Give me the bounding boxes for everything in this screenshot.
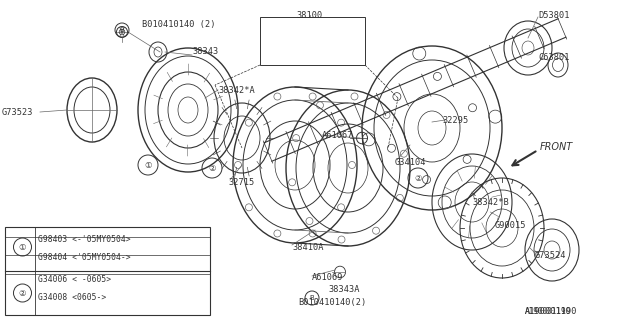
Text: G90015: G90015	[495, 220, 527, 229]
Text: A61067: A61067	[322, 131, 353, 140]
Text: A61069: A61069	[312, 274, 344, 283]
Text: D53801: D53801	[538, 11, 570, 20]
Text: G34008 <0605->: G34008 <0605->	[38, 293, 106, 302]
Text: B: B	[310, 295, 314, 301]
Text: B: B	[120, 27, 124, 33]
Text: 38342*A: 38342*A	[218, 85, 255, 94]
Text: G73523: G73523	[2, 108, 33, 116]
Text: A190001190: A190001190	[525, 308, 577, 316]
Text: FRONT: FRONT	[540, 142, 573, 152]
Text: C63801: C63801	[538, 53, 570, 62]
Text: 32715: 32715	[228, 178, 254, 187]
Text: G73524: G73524	[535, 251, 566, 260]
Text: ②: ②	[19, 289, 26, 298]
Text: ②: ②	[208, 164, 216, 172]
Text: 38343A: 38343A	[328, 285, 360, 294]
Text: 32295: 32295	[442, 116, 468, 124]
Text: 38342*B: 38342*B	[472, 197, 509, 206]
Bar	[260, 17, 365, 65]
Bar	[5, 227, 210, 315]
Text: ①: ①	[19, 243, 26, 252]
Text: B010410140(2): B010410140(2)	[298, 299, 366, 308]
Text: ①: ①	[144, 161, 152, 170]
Text: G98403 <-'05MY0504>: G98403 <-'05MY0504>	[38, 235, 131, 244]
Text: G34104: G34104	[395, 157, 426, 166]
Text: ②: ②	[414, 173, 422, 182]
Text: A190001190: A190001190	[525, 308, 572, 316]
Text: 38410A: 38410A	[292, 244, 323, 252]
Text: G34006 < -0605>: G34006 < -0605>	[38, 275, 111, 284]
Text: 38100: 38100	[297, 11, 323, 20]
Text: B010410140 (2): B010410140 (2)	[142, 20, 216, 29]
Text: 38343: 38343	[192, 47, 218, 57]
Text: G98404 <'05MY0504->: G98404 <'05MY0504->	[38, 253, 131, 262]
